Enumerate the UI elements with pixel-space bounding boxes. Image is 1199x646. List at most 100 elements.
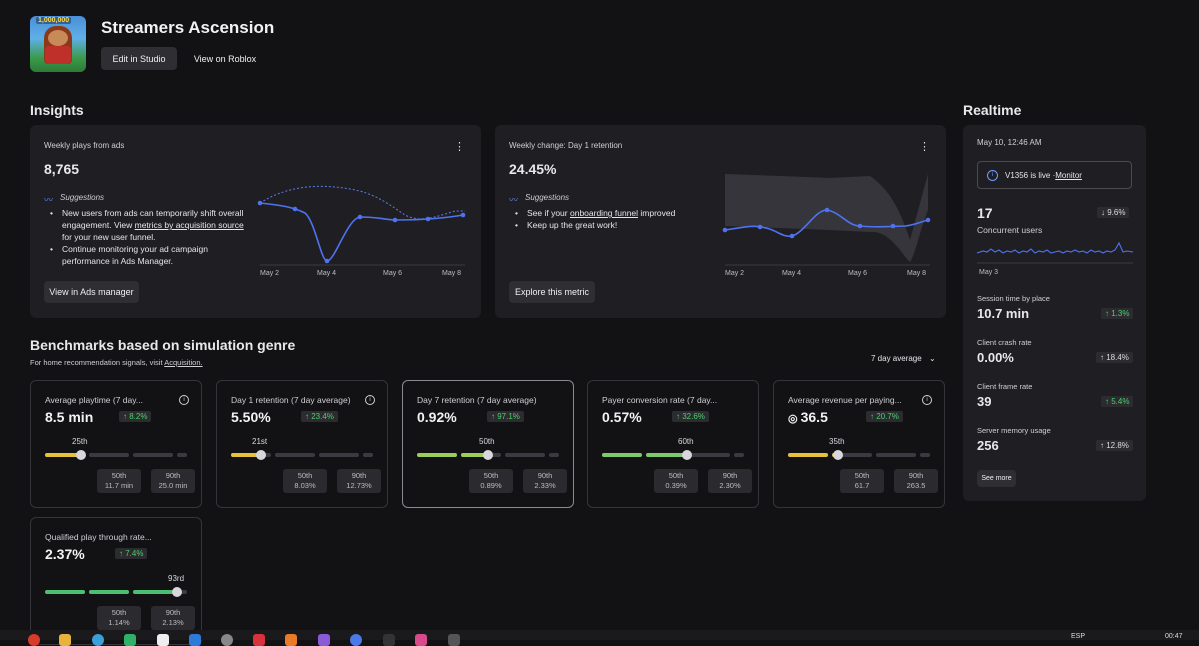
arrow-up-icon: ↑: [119, 549, 123, 558]
benchmark-card[interactable]: Day 7 retention (7 day average) 0.92% ↑ 97…: [402, 380, 574, 508]
clock[interactable]: 00:47: [1165, 633, 1183, 640]
percentile-marker: [483, 450, 493, 460]
benchmark-90th: 90th 2.30%: [708, 469, 752, 493]
app-icon[interactable]: [415, 634, 427, 646]
benchmark-delta: ↑ 7.4%: [115, 548, 148, 559]
acquisition-page-link[interactable]: Acquisition.: [164, 358, 203, 367]
info-icon[interactable]: i: [365, 395, 375, 405]
metric-delta: ↑ 12.8%: [1096, 440, 1133, 451]
benchmark-50th: 50th 8.03%: [283, 469, 327, 493]
folder-icon[interactable]: [59, 634, 71, 646]
benchmark-card[interactable]: Qualified play through rate... 2.37% ↑ 7.4…: [30, 517, 202, 645]
percentile-fill: [45, 590, 85, 594]
more-options-icon[interactable]: ⋮: [919, 141, 930, 153]
explore-metric-button[interactable]: Explore this metric: [509, 281, 595, 303]
percentile-label: 50th: [479, 437, 495, 446]
edit-in-studio-button[interactable]: Edit in Studio: [101, 47, 177, 70]
thumbnail-badge: 1,000,000: [36, 17, 72, 24]
benchmark-title: Average playtime (7 day...: [45, 395, 143, 405]
percentile-fill: [231, 453, 261, 457]
percentile-track: [319, 453, 359, 457]
more-options-icon[interactable]: ⋮: [454, 141, 465, 153]
chart-point: [824, 207, 830, 213]
onboarding-funnel-link[interactable]: onboarding funnel: [569, 208, 639, 218]
acquisition-link[interactable]: metrics by acquisition source: [134, 220, 244, 230]
info-icon: i: [987, 169, 998, 181]
app-icon[interactable]: [124, 634, 136, 646]
percentile-fill: [602, 453, 642, 457]
percentile-fill: [788, 453, 828, 457]
taskbar: [0, 630, 1199, 640]
app-icon[interactable]: [157, 634, 169, 646]
percentile-label: 93rd: [168, 574, 185, 583]
benchmark-50th: 50th 1.14%: [97, 606, 141, 630]
suggestions-label: Suggestions: [525, 193, 570, 202]
benchmark-card[interactable]: Payer conversion rate (7 day... 0.57% ↑ 32…: [587, 380, 759, 508]
language-indicator[interactable]: ESP: [1071, 633, 1086, 640]
app-icon[interactable]: [350, 634, 362, 646]
benchmark-delta: ↑ 97.1%: [487, 411, 524, 422]
percentile-track: [505, 453, 545, 457]
chart-point: [722, 227, 728, 233]
chart-point: [925, 217, 931, 223]
view-in-ads-manager-button[interactable]: View in Ads manager: [44, 281, 139, 303]
benchmark-90th: 90th 12.73%: [337, 469, 381, 493]
app-icon[interactable]: [383, 634, 395, 646]
insight-card-retention: Weekly change: Day 1 retention ⋮ 24.45% …: [495, 125, 946, 318]
suggestion-list: • New users from ads can temporarily shif…: [50, 208, 244, 266]
info-icon[interactable]: i: [179, 395, 189, 405]
game-title: Streamers Ascension: [101, 18, 275, 37]
chart-point: [324, 258, 330, 264]
chart-point: [357, 214, 363, 220]
metric-value: 10.7 min: [977, 306, 1030, 321]
metric-label: Client frame rate: [977, 382, 1033, 391]
benchmark-90th: 90th 2.33%: [523, 469, 567, 493]
percentile-track: [832, 453, 872, 457]
game-thumbnail: 1,000,000: [30, 16, 86, 72]
benchmark-card[interactable]: Average playtime (7 day... i 8.5 min ↑ 8.2%…: [30, 380, 202, 508]
percentile-fill: [646, 453, 686, 457]
app-icon[interactable]: [92, 634, 104, 646]
realtime-heading: Realtime: [963, 102, 1022, 118]
metric-label: Server memory usage: [977, 426, 1051, 435]
chart-point: [890, 223, 896, 229]
benchmark-delta: ↑ 23.4%: [301, 411, 338, 422]
benchmark-90th: 90th 263.5: [894, 469, 938, 493]
arrow-up-icon: ↑: [870, 412, 874, 421]
info-icon[interactable]: i: [922, 395, 932, 405]
range-dropdown[interactable]: 7 day average ⌄: [871, 354, 936, 363]
chevron-down-icon: ⌄: [928, 354, 936, 363]
app-icon[interactable]: [285, 634, 297, 646]
benchmark-50th: 50th 0.89%: [469, 469, 513, 493]
app-icon[interactable]: [221, 634, 233, 646]
view-on-roblox-button[interactable]: View on Roblox: [193, 53, 257, 64]
benchmark-card[interactable]: Average revenue per paying... i ◎ 36.5 ↑ 20.…: [773, 380, 945, 508]
percentile-track: [177, 590, 187, 594]
app-icon[interactable]: [28, 634, 40, 646]
metric-value: 0.00%: [977, 350, 1014, 365]
benchmark-card[interactable]: Day 1 retention (7 day average) i 5.50% ↑ 2…: [216, 380, 388, 508]
percentile-track: [275, 453, 315, 457]
concurrent-label: Concurrent users: [977, 225, 1043, 235]
see-more-button[interactable]: See more: [977, 470, 1016, 487]
arrow-up-icon: ↑: [123, 412, 127, 421]
metric-label: Client crash rate: [977, 338, 1032, 347]
x-tick: May 8: [442, 270, 462, 277]
x-tick: May 6: [848, 270, 868, 277]
monitor-link[interactable]: Monitor: [1055, 170, 1082, 180]
app-icon[interactable]: [253, 634, 265, 646]
insight-title: Weekly plays from ads: [44, 141, 125, 150]
app-icon[interactable]: [189, 634, 201, 646]
percentile-marker: [833, 450, 843, 460]
percentile-marker: [76, 450, 86, 460]
metric-delta: ↑ 18.4%: [1096, 352, 1133, 363]
percentile-fill: [133, 590, 173, 594]
metric-value: 256: [977, 438, 999, 453]
benchmark-value: 2.37%: [45, 546, 85, 562]
arrow-up-icon: ↑: [491, 412, 495, 421]
app-icon[interactable]: [448, 634, 460, 646]
insight-value: 8,765: [44, 161, 80, 177]
ads-line-chart: [257, 185, 466, 266]
app-icon[interactable]: [318, 634, 330, 646]
percentile-label: 35th: [829, 437, 845, 446]
